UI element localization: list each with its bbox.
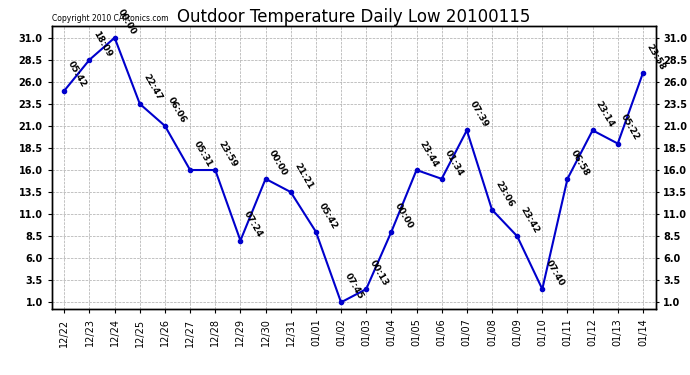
- Text: 01:34: 01:34: [443, 148, 465, 177]
- Text: 05:22: 05:22: [619, 113, 641, 142]
- Text: 23:06: 23:06: [493, 179, 515, 209]
- Text: 00:00: 00:00: [393, 201, 415, 230]
- Text: 00:13: 00:13: [368, 259, 390, 288]
- Text: 06:06: 06:06: [166, 96, 188, 124]
- Text: 23:59: 23:59: [217, 139, 239, 169]
- Text: 07:39: 07:39: [469, 99, 491, 129]
- Text: 05:42: 05:42: [317, 201, 339, 230]
- Text: 07:40: 07:40: [544, 258, 566, 288]
- Text: 23:44: 23:44: [418, 139, 440, 169]
- Text: 00:00: 00:00: [267, 148, 289, 177]
- Text: Copyright 2010 CATronics.com: Copyright 2010 CATronics.com: [52, 14, 168, 23]
- Text: 23:42: 23:42: [518, 206, 541, 235]
- Text: 05:31: 05:31: [192, 140, 213, 169]
- Title: Outdoor Temperature Daily Low 20100115: Outdoor Temperature Daily Low 20100115: [177, 8, 531, 26]
- Text: 22:47: 22:47: [141, 73, 164, 102]
- Text: 07:45: 07:45: [342, 272, 364, 301]
- Text: 07:24: 07:24: [241, 210, 264, 239]
- Text: 23:14: 23:14: [594, 99, 616, 129]
- Text: 00:00: 00:00: [116, 8, 138, 36]
- Text: 05:42: 05:42: [66, 60, 88, 89]
- Text: 23:58: 23:58: [644, 42, 667, 72]
- Text: 18:09: 18:09: [91, 29, 113, 58]
- Text: 06:58: 06:58: [569, 148, 591, 177]
- Text: 21:21: 21:21: [292, 161, 314, 190]
